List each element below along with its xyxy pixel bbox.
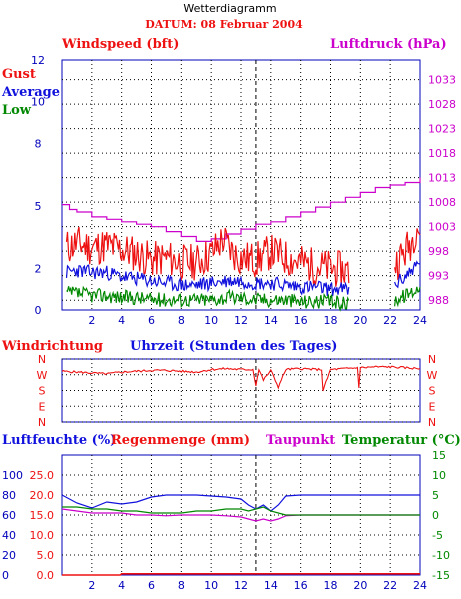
direction-tick-right: W <box>427 369 438 382</box>
pressure-line <box>62 177 421 242</box>
x-tick-label-3: 2 <box>88 579 95 592</box>
wind-title: Windspeed (bft) <box>61 37 179 52</box>
direction-tick-right: N <box>428 416 436 429</box>
pressure-tick-label: 1013 <box>428 172 456 185</box>
x-tick-label-1: 20 <box>353 314 367 327</box>
temperature-tick-label: 15 <box>432 449 446 462</box>
x-tick-label-1: 14 <box>264 314 278 327</box>
pressure-title: Luftdruck (hPa) <box>330 37 447 52</box>
direction-tick-right: S <box>429 385 436 398</box>
direction-tick-left: N <box>38 353 46 366</box>
temperature-tick-label: 0 <box>432 509 439 522</box>
wind-tick-label: 10 <box>31 96 45 109</box>
legend-gust: Gust <box>2 67 36 82</box>
direction-title: Windrichtung <box>1 339 103 354</box>
x-tick-label-3: 14 <box>264 579 278 592</box>
x-tick-label-3: 24 <box>413 579 427 592</box>
pressure-tick-label: 988 <box>428 294 449 307</box>
humidity-line <box>61 494 420 512</box>
temperature-title: Temperatur (°C) <box>342 433 461 448</box>
pressure-tick-label: 1008 <box>428 196 456 209</box>
temperature-tick-label: 5 <box>432 489 439 502</box>
x-tick-label-1: 10 <box>204 314 218 327</box>
temperature-line <box>62 506 420 516</box>
x-tick-label-1: 18 <box>324 314 338 327</box>
humidity-tick-label: 20 <box>2 549 16 562</box>
direction-tick-left: S <box>39 385 46 398</box>
rain-tick-label: 5.0 <box>37 549 55 562</box>
x-tick-label-1: 6 <box>148 314 155 327</box>
humidity-tick-label: 40 <box>2 529 16 542</box>
x-tick-label-1: 8 <box>178 314 185 327</box>
rain-tick-label: 10.0 <box>30 529 55 542</box>
plot-layers: 9889939981003100810131018102310281033025… <box>2 54 456 592</box>
pressure-tick-label: 998 <box>428 245 449 258</box>
x-tick-label-1: 24 <box>413 314 427 327</box>
rain-line <box>62 572 420 576</box>
x-tick-label-3: 4 <box>118 579 125 592</box>
diagram-title: Wetterdiagramm <box>183 2 276 15</box>
x-tick-label-1: 2 <box>88 314 95 327</box>
humidity-tick-label: 100 <box>2 469 23 482</box>
temperature-tick-label: 10 <box>432 469 446 482</box>
direction-tick-left: W <box>37 369 48 382</box>
x-tick-label-3: 6 <box>148 579 155 592</box>
low-line <box>394 286 421 308</box>
x-tick-label-3: 12 <box>234 579 248 592</box>
humidity-tick-label: 0 <box>2 569 9 582</box>
average-line <box>65 264 350 297</box>
pressure-tick-label: 1003 <box>428 221 456 234</box>
x-tick-label-3: 8 <box>178 579 185 592</box>
pressure-tick-label: 1028 <box>428 98 456 111</box>
humidity-tick-label: 60 <box>2 509 16 522</box>
wind-tick-label: 8 <box>35 137 42 150</box>
diagram-date: DATUM: 08 Februar 2004 <box>145 18 303 31</box>
wind-tick-label: 12 <box>31 54 45 67</box>
pressure-tick-label: 993 <box>428 270 449 283</box>
x-tick-label-3: 16 <box>294 579 308 592</box>
x-tick-label-1: 22 <box>383 314 397 327</box>
temperature-tick-label: -5 <box>432 529 443 542</box>
legend-low: Low <box>2 103 32 118</box>
humidity-title: Luftfeuchte (%) <box>2 433 116 448</box>
x-tick-label-3: 18 <box>324 579 338 592</box>
humidity-tick-label: 80 <box>2 489 16 502</box>
rain-tick-label: 15.0 <box>30 509 55 522</box>
wind-tick-label: 0 <box>35 304 42 317</box>
rain-tick-label: 0.0 <box>37 569 55 582</box>
dewpoint-title: Taupunkt <box>266 433 335 448</box>
direction-tick-right: N <box>428 353 436 366</box>
temperature-tick-label: -10 <box>432 549 450 562</box>
x-tick-label-3: 20 <box>353 579 367 592</box>
pressure-tick-label: 1023 <box>428 123 456 136</box>
x-tick-label-3: 22 <box>383 579 397 592</box>
pressure-tick-label: 1018 <box>428 147 456 160</box>
temperature-tick-label: -15 <box>432 569 450 582</box>
rain-title: Regenmenge (mm) <box>111 433 250 448</box>
rain-tick-label: 25.0 <box>30 469 55 482</box>
direction-tick-left: N <box>38 416 46 429</box>
rain-tick-label: 20.0 <box>30 489 55 502</box>
wind-tick-label: 2 <box>35 262 42 275</box>
pressure-tick-label: 1033 <box>428 74 456 87</box>
time-axis-title: Uhrzeit (Stunden des Tages) <box>130 339 337 354</box>
direction-tick-right: E <box>429 400 436 413</box>
wind-direction-line <box>61 365 421 392</box>
average-line <box>394 260 421 289</box>
x-tick-label-1: 16 <box>294 314 308 327</box>
low-line <box>66 285 350 312</box>
x-tick-label-1: 12 <box>234 314 248 327</box>
wind-tick-label: 5 <box>35 200 42 213</box>
legend-average: Average <box>1 85 60 100</box>
x-tick-label-1: 4 <box>118 314 125 327</box>
direction-tick-left: E <box>39 400 46 413</box>
gust-line <box>65 226 350 287</box>
x-tick-label-3: 10 <box>204 579 218 592</box>
